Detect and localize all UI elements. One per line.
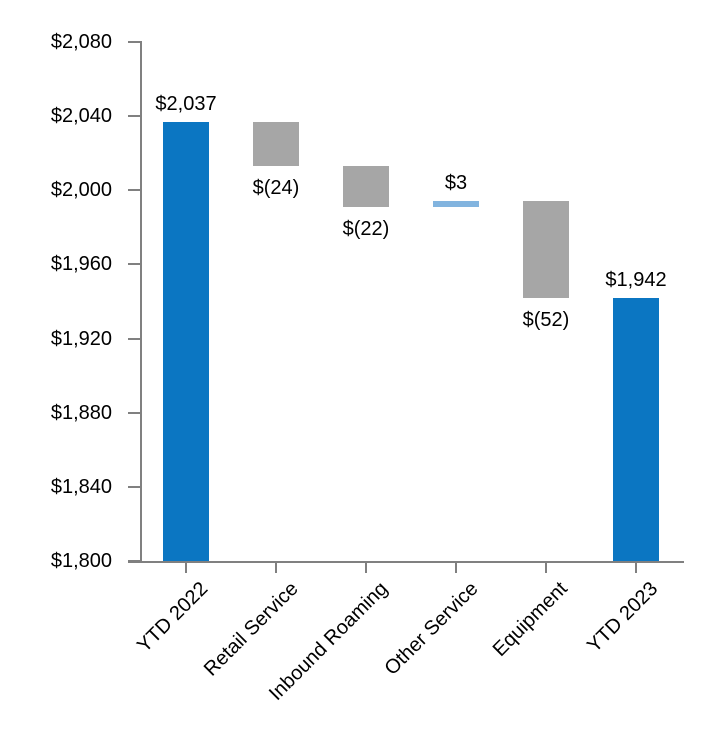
y-axis-tick-label: $1,840 (50, 475, 112, 498)
x-axis-tick (635, 563, 637, 573)
y-axis-tick (128, 337, 140, 340)
bar-ytd-2023 (613, 297, 659, 561)
bar-value-label-equipment: $(52) (522, 308, 570, 331)
y-axis-line (140, 41, 142, 563)
bar-equipment (523, 201, 569, 298)
x-axis-tick (275, 563, 277, 573)
y-axis-tick (128, 189, 140, 192)
y-axis-tick (128, 560, 140, 562)
y-axis-tick (128, 411, 140, 414)
bar-value-label-ytd-2022: $2,037 (155, 92, 217, 115)
y-axis-tick-label: $2,040 (50, 105, 112, 128)
x-axis-category-label-other-service: Other Service (380, 577, 483, 680)
y-axis-tick (128, 41, 140, 43)
x-axis-category-label-ytd-2023: YTD 2023 (583, 577, 663, 657)
x-axis-tick (185, 563, 187, 573)
x-axis-category-label-ytd-2022: YTD 2022 (133, 577, 213, 657)
y-axis-tick-label: $2,080 (50, 31, 112, 53)
x-axis-tick (365, 563, 367, 573)
bar-value-label-other-service: $3 (444, 172, 468, 195)
bar-value-label-ytd-2023: $1,942 (605, 268, 667, 291)
y-axis-tick-label: $1,880 (50, 401, 112, 424)
x-axis-line (128, 561, 684, 563)
x-axis-category-label-equipment: Equipment (489, 577, 573, 661)
y-axis-tick (128, 485, 140, 488)
y-axis-tick-label: $2,000 (50, 179, 112, 202)
y-axis-tick-label: $1,960 (50, 253, 112, 276)
bar-ytd-2022 (163, 121, 209, 561)
y-axis-tick (128, 115, 140, 118)
y-axis-tick (128, 263, 140, 266)
bar-other-service (433, 201, 479, 207)
bar-retail-service (253, 121, 299, 167)
x-axis-tick (545, 563, 547, 573)
bar-inbound-roaming (343, 166, 389, 207)
bar-value-label-inbound-roaming: $(22) (342, 217, 390, 240)
x-axis-tick (455, 563, 457, 573)
bar-value-label-retail-service: $(24) (252, 177, 300, 200)
y-axis-tick-label: $1,920 (50, 327, 112, 350)
y-axis-tick-label: $1,800 (50, 550, 112, 572)
